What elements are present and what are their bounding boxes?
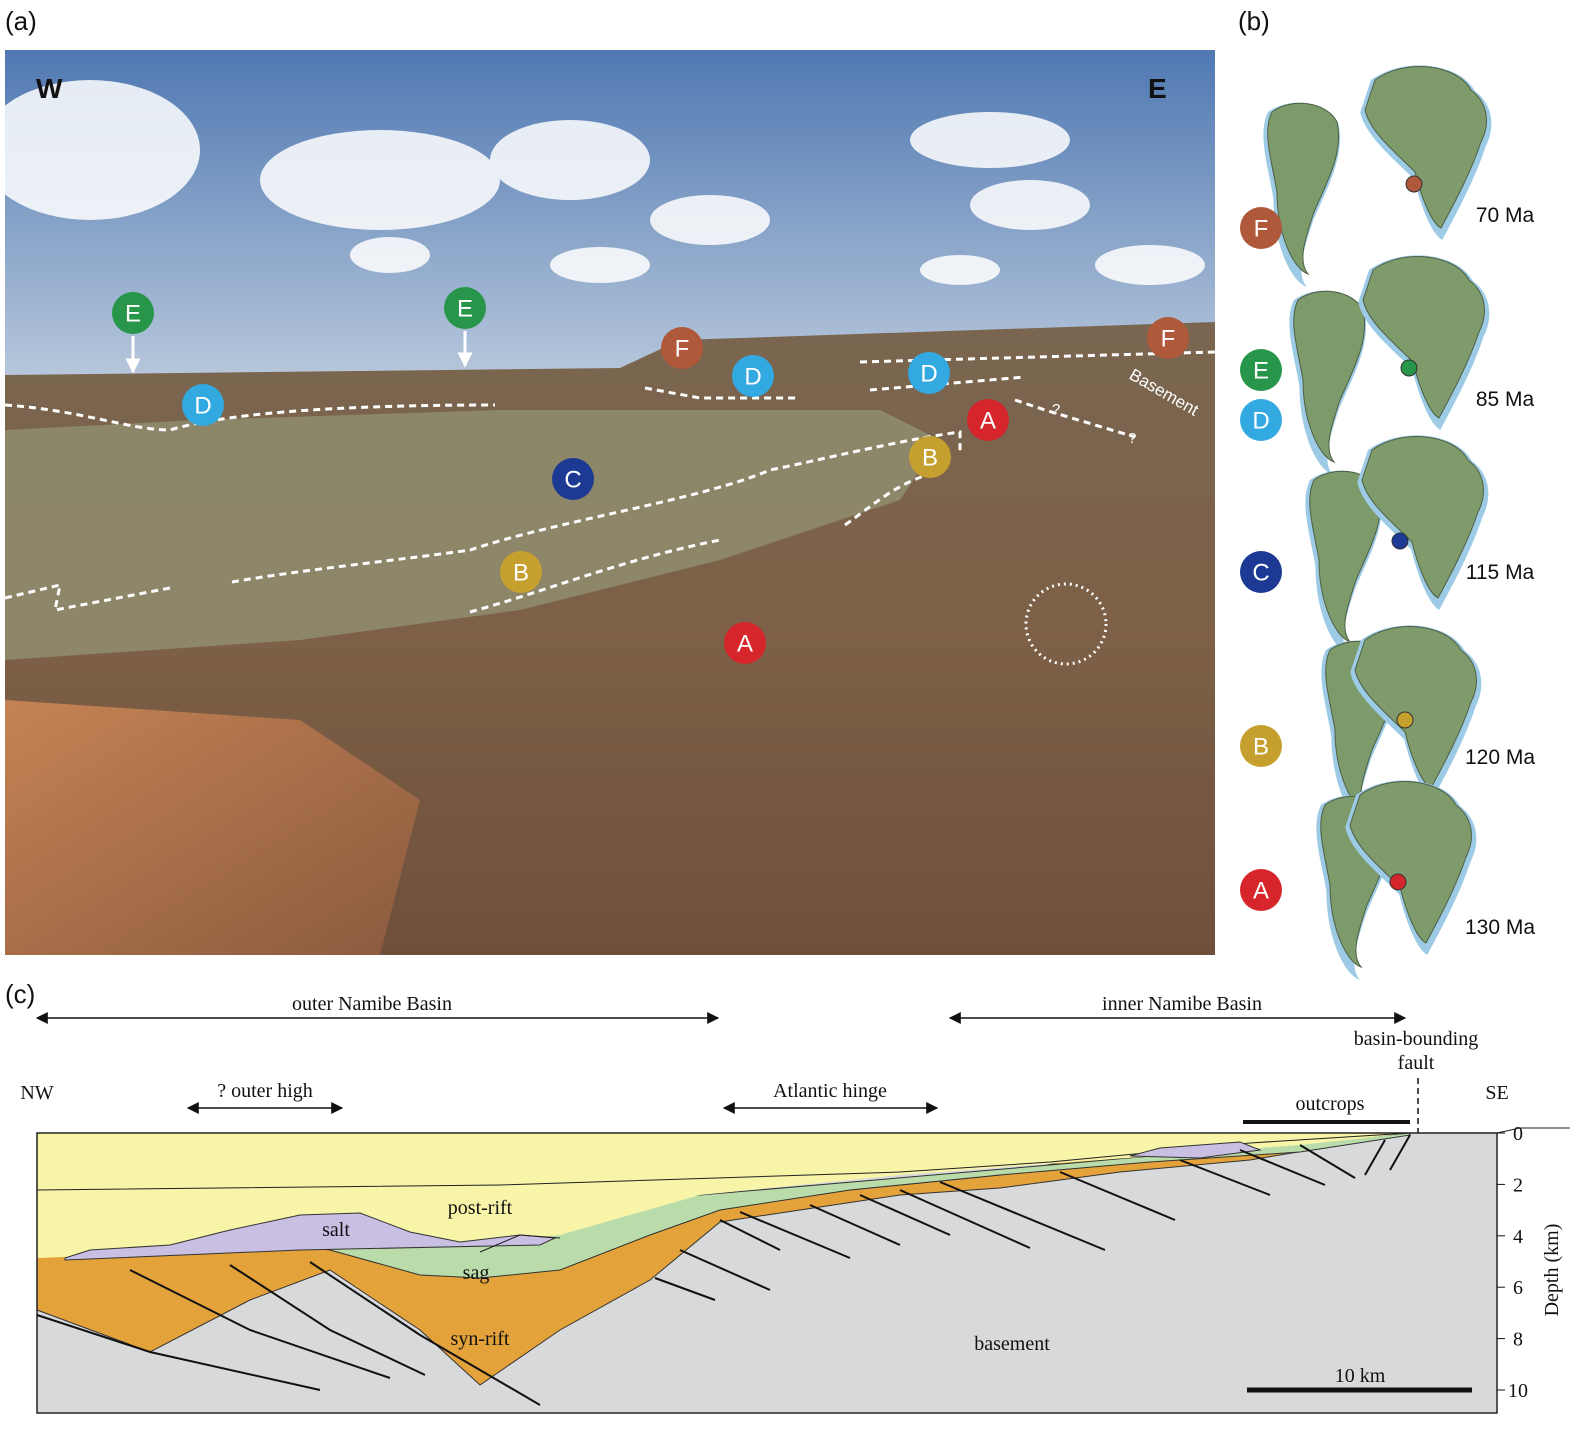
location-dot: [1400, 359, 1418, 377]
marker-letter: C: [564, 467, 581, 494]
depth-axis-title: Depth (km): [1541, 1224, 1563, 1317]
age-label: 70 Ma: [1476, 204, 1535, 227]
outcrops-label: outcrops: [1296, 1093, 1365, 1115]
continent: [1349, 781, 1472, 944]
compass-east: E: [1148, 73, 1167, 104]
marker-letter: C: [1252, 560, 1269, 587]
unit-label: sag: [463, 1262, 490, 1284]
cross-section: [35, 1012, 1570, 1414]
photo: [0, 50, 1216, 955]
marker-letter: F: [1254, 216, 1269, 243]
question-mark: ?: [1052, 401, 1060, 418]
marker-letter: D: [1252, 408, 1269, 435]
marker-letter: B: [1253, 734, 1269, 761]
compass-west: W: [36, 73, 63, 104]
marker-letter: D: [920, 361, 937, 388]
marker-letter: F: [675, 336, 690, 363]
marker-letter: B: [513, 560, 529, 587]
end-label: NW: [20, 1082, 53, 1104]
location-dot: [1389, 873, 1407, 891]
continent: [1293, 290, 1366, 464]
marker-letter: A: [737, 631, 753, 658]
depth-tick-label: 2: [1513, 1174, 1523, 1196]
unit-label: post-rift: [448, 1197, 513, 1219]
location-dot: [1405, 175, 1423, 193]
span-label: inner Namibe Basin: [1102, 993, 1262, 1015]
panel-label: (a): [5, 6, 37, 36]
span-label: Atlantic hinge: [773, 1080, 887, 1102]
marker-disc: [500, 551, 542, 593]
continent: [1362, 256, 1485, 419]
marker-disc: [1240, 551, 1282, 593]
location-dot: [1391, 532, 1409, 550]
marker-letter: F: [1161, 326, 1176, 353]
marker-letter: B: [922, 445, 938, 472]
marker-letter: A: [1253, 878, 1269, 905]
marker-disc: [967, 399, 1009, 441]
question-mark: ?: [1128, 430, 1136, 447]
marker-disc: [112, 292, 154, 334]
panel-label: (c): [5, 979, 35, 1009]
marker-letter: D: [194, 393, 211, 420]
age-label: 115 Ma: [1466, 561, 1535, 584]
age-label: 130 Ma: [1465, 916, 1535, 939]
depth-tick-label: 8: [1513, 1329, 1523, 1351]
paleomaps: F 70 Ma ED 85 Ma C 115 Ma B 120 Ma A 130 Ma: [1240, 65, 1535, 980]
span-label: ? outer high: [217, 1080, 313, 1102]
marker-disc: [909, 436, 951, 478]
depth-tick-label: 10: [1508, 1380, 1528, 1402]
continent: [1361, 436, 1484, 599]
span-label: outer Namibe Basin: [292, 993, 452, 1015]
marker-letter: E: [1253, 358, 1269, 385]
continent: [1354, 626, 1477, 789]
depth-axis: 0 2 4 6 8 10: [1497, 1123, 1528, 1402]
unit-label: basement: [974, 1333, 1050, 1355]
marker-letter: E: [125, 301, 141, 328]
depth-tick-label: 6: [1513, 1277, 1523, 1299]
marker-disc: [732, 355, 774, 397]
marker-disc: [724, 622, 766, 664]
photo-markers: E E F D D F A B C B A D: [112, 287, 1189, 664]
marker-disc: [1240, 869, 1282, 911]
marker-letter: D: [744, 364, 761, 391]
fault-label: basin-bounding: [1354, 1028, 1478, 1050]
marker-disc: [661, 327, 703, 369]
age-label: 120 Ma: [1465, 746, 1535, 769]
continent: [1364, 66, 1487, 229]
location-dot: [1396, 711, 1414, 729]
depth-tick-label: 0: [1513, 1123, 1523, 1145]
age-label: 85 Ma: [1476, 388, 1535, 411]
marker-letter: A: [980, 408, 996, 435]
unit-label: syn-rift: [451, 1328, 510, 1350]
continent: [1267, 102, 1340, 276]
marker-disc: [1147, 317, 1189, 359]
marker-disc: [182, 384, 224, 426]
marker-disc: [1240, 725, 1282, 767]
marker-disc: [1240, 207, 1282, 249]
marker-letter: E: [457, 296, 473, 323]
marker-disc: [908, 352, 950, 394]
fault-label: fault: [1398, 1052, 1435, 1074]
panel-label: (b): [1238, 6, 1270, 36]
unit-label: salt: [322, 1219, 350, 1241]
marker-disc: [444, 287, 486, 329]
scale-bar-label: 10 km: [1335, 1365, 1386, 1387]
marker-disc: [1240, 399, 1282, 441]
end-label: SE: [1485, 1082, 1508, 1104]
depth-tick-label: 4: [1513, 1226, 1523, 1248]
marker-disc: [552, 458, 594, 500]
marker-disc: [1240, 349, 1282, 391]
